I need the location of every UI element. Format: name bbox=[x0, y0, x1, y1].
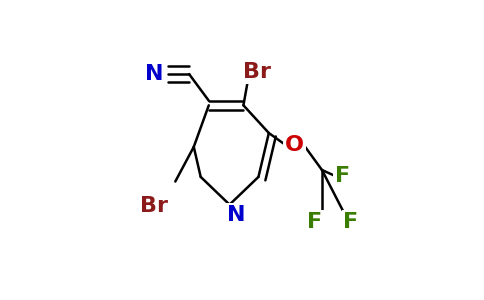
Text: F: F bbox=[307, 212, 323, 232]
Text: Br: Br bbox=[243, 62, 272, 82]
Text: Br: Br bbox=[140, 196, 168, 216]
Text: F: F bbox=[335, 166, 350, 186]
Text: N: N bbox=[227, 205, 246, 225]
Text: F: F bbox=[343, 212, 359, 232]
Text: O: O bbox=[285, 135, 304, 155]
Text: N: N bbox=[145, 64, 164, 84]
